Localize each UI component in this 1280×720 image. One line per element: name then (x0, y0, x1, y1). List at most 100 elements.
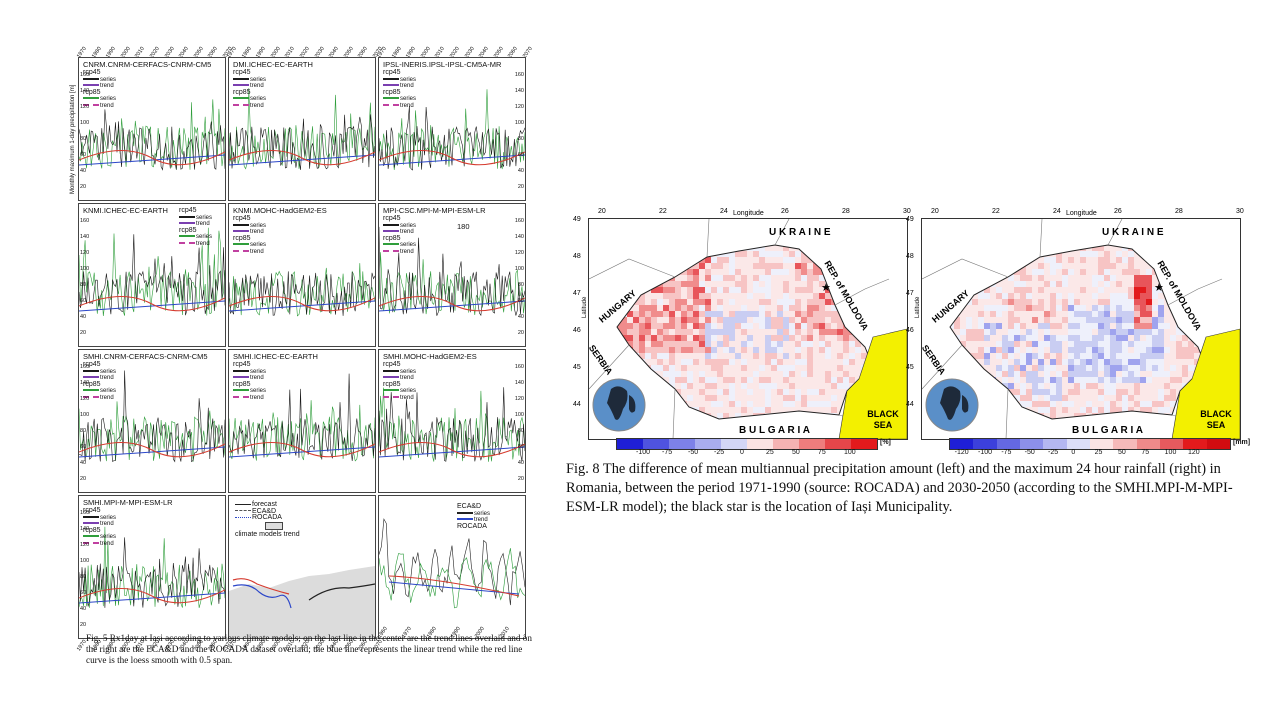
raster-cell (825, 335, 831, 341)
raster-cell (1032, 407, 1038, 413)
raster-cell (783, 281, 789, 287)
raster-cell (813, 377, 819, 383)
raster-cell (1200, 257, 1206, 263)
raster-cell (1128, 335, 1134, 341)
raster-cell (657, 365, 663, 371)
raster-cell (1128, 317, 1134, 323)
legend-swatch (383, 243, 399, 246)
raster-cell (1014, 359, 1020, 365)
raster-cell (1038, 329, 1044, 335)
linear-trend-line (379, 300, 525, 312)
legend-swatch (83, 369, 99, 372)
raster-cell (609, 323, 615, 329)
raster-cell (651, 389, 657, 395)
raster-cell (1092, 335, 1098, 341)
raster-cell (1074, 329, 1080, 335)
raster-cell (681, 269, 687, 275)
raster-cell (1110, 269, 1116, 275)
raster-cell (747, 353, 753, 359)
raster-cell (681, 311, 687, 317)
raster-cell (777, 347, 783, 353)
raster-cell (1080, 245, 1086, 251)
raster-cell (966, 257, 972, 263)
raster-cell (978, 347, 984, 353)
raster-cell (1038, 317, 1044, 323)
raster-cell (1026, 263, 1032, 269)
raster-cell (1158, 353, 1164, 359)
raster-cell (651, 311, 657, 317)
y-tick-label: 140 (80, 234, 90, 240)
raster-cell (771, 365, 777, 371)
rcp85-series-line (229, 88, 375, 170)
panel-title: KNMI.MOHC-HadGEM2-ES (233, 206, 327, 215)
raster-cell (1032, 275, 1038, 281)
raster-cell (777, 293, 783, 299)
raster-cell (633, 305, 639, 311)
raster-cell (693, 341, 699, 347)
raster-cell (996, 239, 1002, 245)
raster-cell (1104, 299, 1110, 305)
raster-cell (627, 263, 633, 269)
y-tick-label: 80 (80, 282, 87, 288)
raster-cell (705, 383, 711, 389)
raster-cell (663, 347, 669, 353)
loess-trend-line (79, 587, 225, 604)
raster-cell (1002, 335, 1008, 341)
raster-cell (966, 263, 972, 269)
raster-cell (705, 329, 711, 335)
raster-cell (1080, 407, 1086, 413)
raster-cell (753, 269, 759, 275)
raster-cell (1002, 317, 1008, 323)
raster-cell (747, 389, 753, 395)
raster-cell (1020, 365, 1026, 371)
raster-cell (990, 317, 996, 323)
raster-cell (789, 263, 795, 269)
raster-cell (753, 365, 759, 371)
raster-cell (687, 251, 693, 257)
raster-cell (663, 395, 669, 401)
raster-cell (1158, 293, 1164, 299)
panel-plot (379, 89, 525, 171)
raster-cell (1140, 311, 1146, 317)
raster-cell (1068, 293, 1074, 299)
raster-cell (1056, 239, 1062, 245)
legend-trend: trend (233, 375, 266, 382)
raster-cell (873, 323, 879, 329)
raster-cell (645, 389, 651, 395)
legend-heading: rcp45 (233, 215, 251, 222)
raster-cell (990, 299, 996, 305)
raster-cell (777, 317, 783, 323)
raster-cell (972, 377, 978, 383)
raster-cell (1098, 293, 1104, 299)
legend-box (265, 521, 283, 530)
linear-trend-line (79, 154, 225, 166)
raster-cell (1098, 263, 1104, 269)
raster-cell (1032, 395, 1038, 401)
raster-cell (657, 335, 663, 341)
raster-cell (1146, 395, 1152, 401)
raster-cell (1074, 251, 1080, 257)
raster-cell (1104, 257, 1110, 263)
raster-cell (1068, 371, 1074, 377)
raster-cell (645, 239, 651, 245)
y-tick-label: 100 (514, 412, 524, 418)
raster-cell (651, 425, 657, 431)
raster-cell (1200, 299, 1206, 305)
raster-cell (1104, 389, 1110, 395)
raster-cell (735, 413, 741, 419)
colorbar-bin (851, 439, 877, 449)
raster-cell (1182, 263, 1188, 269)
raster-cell (759, 239, 765, 245)
raster-cell (753, 383, 759, 389)
raster-cell (1194, 347, 1200, 353)
raster-cell (1038, 401, 1044, 407)
raster-cell (960, 239, 966, 245)
raster-cell (1164, 251, 1170, 257)
raster-cell (1170, 395, 1176, 401)
raster-cell (777, 287, 783, 293)
raster-cell (771, 371, 777, 377)
raster-cell (825, 311, 831, 317)
raster-cell (735, 347, 741, 353)
raster-cell (819, 317, 825, 323)
raster-cell (1182, 341, 1188, 347)
